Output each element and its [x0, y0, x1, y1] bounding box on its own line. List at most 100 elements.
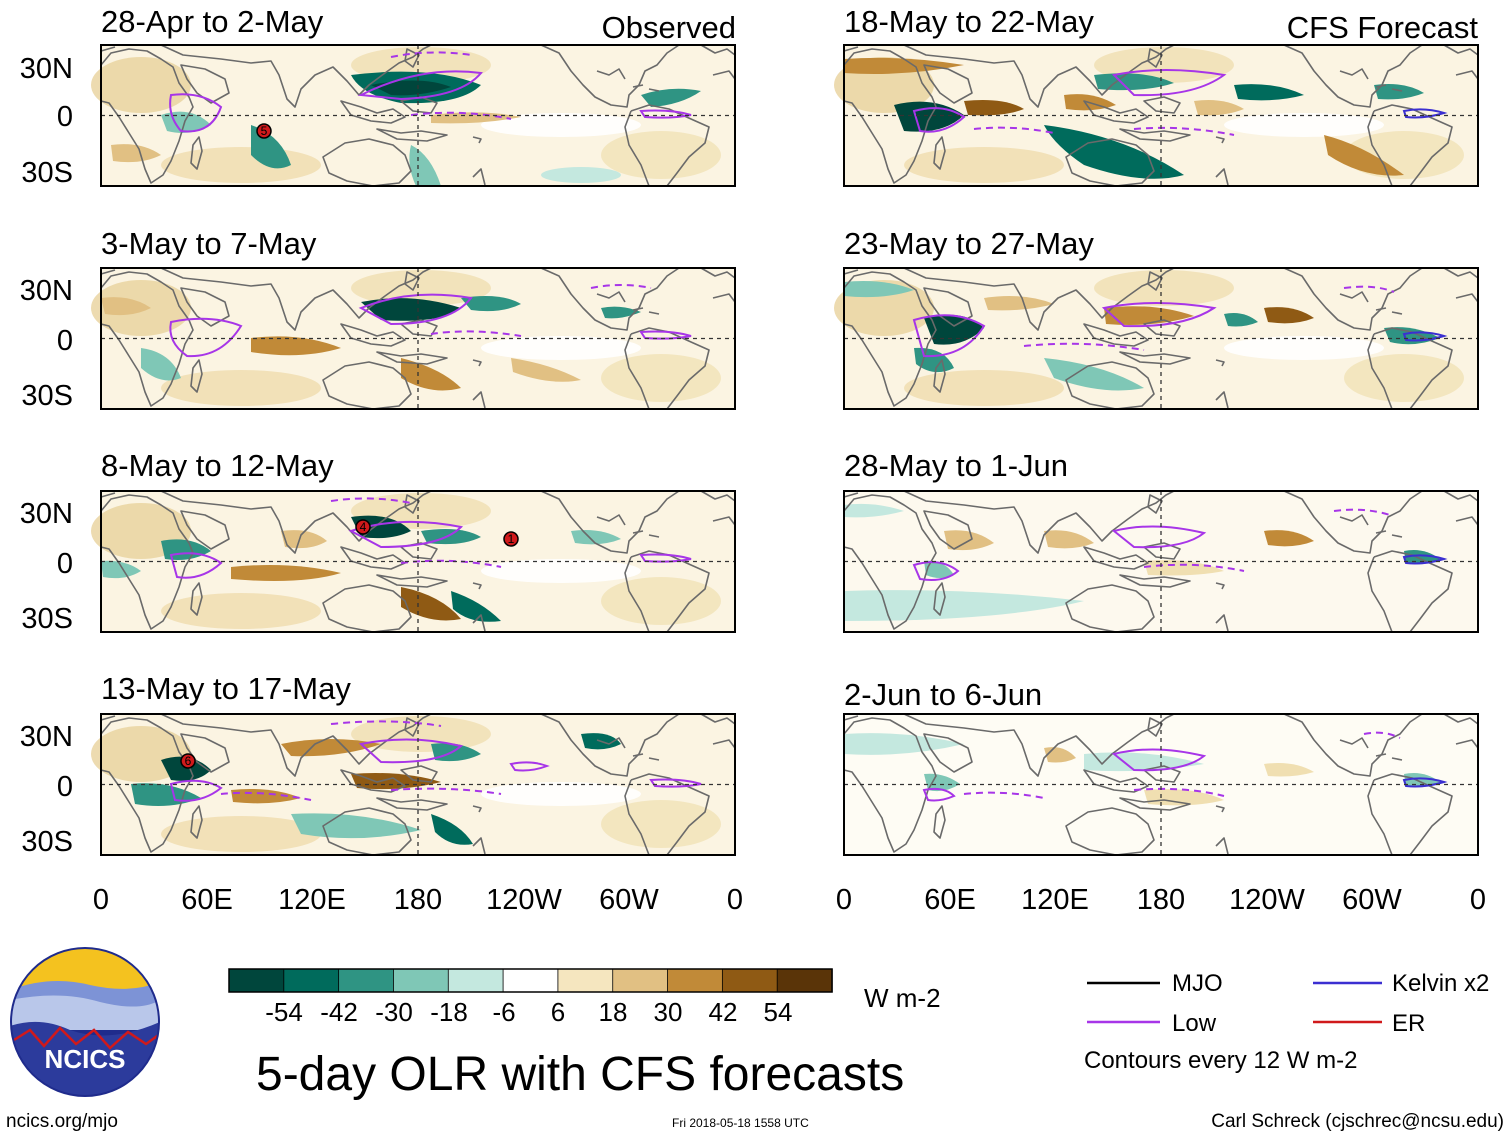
colorbar: -54 -42 -30 -18 -6 6 18 30 42 54 W m-2	[228, 968, 941, 1027]
colorbar-cell	[721, 968, 778, 993]
panel-7: 28-May to 1-Jun	[843, 448, 1479, 633]
panel-4: 13-May to 17-May 6	[20, 671, 736, 858]
panel-1-lat-axis: 30N 0 30S	[20, 53, 73, 189]
svg-text:120W: 120W	[1229, 884, 1305, 916]
svg-text:0: 0	[93, 884, 109, 916]
svg-text:120W: 120W	[486, 884, 562, 916]
panel-7-period: 28-May to 1-Jun	[844, 448, 1068, 483]
legend-mjo-label: MJO	[1172, 970, 1223, 997]
svg-text:4: 4	[360, 520, 367, 534]
panel-8: 2-Jun to 6-Jun	[843, 677, 1479, 856]
legend-low-label: Low	[1172, 1010, 1217, 1037]
svg-text:30S: 30S	[21, 603, 73, 635]
colorbar-cell	[557, 968, 614, 993]
footer-url: ncics.org/mjo	[6, 1111, 118, 1132]
svg-text:54: 54	[764, 997, 793, 1027]
svg-text:120E: 120E	[278, 884, 346, 916]
svg-text:6: 6	[185, 754, 192, 768]
svg-text:-54: -54	[265, 997, 303, 1027]
cfs-forecast-label: CFS Forecast	[1287, 10, 1479, 45]
colorbar-cell	[283, 968, 340, 993]
svg-text:60E: 60E	[924, 884, 976, 916]
svg-text:30N: 30N	[20, 275, 73, 307]
svg-text:42: 42	[709, 997, 738, 1027]
svg-text:120E: 120E	[1021, 884, 1089, 916]
panel-4-map: 6	[91, 713, 736, 856]
svg-text:6: 6	[551, 997, 565, 1027]
svg-text:30N: 30N	[20, 53, 73, 85]
panel-3-period: 8-May to 12-May	[101, 448, 334, 483]
panel-1-map: 5	[91, 44, 736, 187]
panel-5-map	[834, 44, 1479, 187]
svg-text:1: 1	[508, 532, 515, 546]
footer-timestamp: Fri 2018-05-18 1558 UTC	[672, 1116, 809, 1130]
panel-2: 3-May to 7-May 30N 0 30S	[20, 226, 736, 412]
footer-author: Carl Schreck (cjschrec@ncsu.edu)	[1211, 1111, 1504, 1132]
colorbar-cell	[502, 968, 559, 993]
svg-text:18: 18	[599, 997, 628, 1027]
svg-text:-18: -18	[430, 997, 468, 1027]
svg-text:0: 0	[1470, 884, 1486, 916]
panel-3-lat-axis: 30N 0 30S	[20, 498, 73, 635]
svg-text:0: 0	[57, 548, 73, 580]
panel-4-lat-axis: 30N 0 30S	[20, 721, 73, 858]
panel-5-period: 18-May to 22-May	[844, 4, 1094, 39]
colorbar-cell	[338, 968, 395, 993]
svg-text:-6: -6	[492, 997, 515, 1027]
storm-marker-4: 4	[355, 519, 371, 535]
storm-marker-6: 6	[180, 753, 196, 769]
svg-text:0: 0	[836, 884, 852, 916]
panel-6-period: 23-May to 27-May	[844, 226, 1094, 261]
svg-text:-42: -42	[320, 997, 358, 1027]
panel-7-map	[843, 490, 1479, 633]
colorbar-cell	[667, 968, 724, 993]
colorbar-cell	[776, 968, 833, 993]
svg-text:30S: 30S	[21, 380, 73, 412]
colorbar-cell	[393, 968, 449, 993]
svg-text:180: 180	[394, 884, 442, 916]
colorbar-cells	[228, 968, 833, 993]
ncics-logo-text: NCICS	[45, 1044, 126, 1074]
svg-text:0: 0	[57, 771, 73, 803]
colorbar-cell	[612, 968, 669, 993]
contour-legend: MJO Kelvin x2 Low ER Contours every 12 W…	[1084, 970, 1489, 1074]
ncics-logo: NCICS	[10, 947, 160, 1097]
svg-text:60W: 60W	[599, 884, 659, 916]
svg-text:-30: -30	[375, 997, 413, 1027]
colorbar-units: W m-2	[864, 983, 941, 1013]
svg-text:180: 180	[1137, 884, 1185, 916]
panel-6-map	[834, 267, 1479, 410]
legend-kelvin-label: Kelvin x2	[1392, 970, 1489, 997]
colorbar-cell	[447, 968, 504, 993]
panel-4-period: 13-May to 17-May	[101, 671, 351, 706]
legend-contour-note: Contours every 12 W m-2	[1084, 1047, 1357, 1074]
svg-text:0: 0	[727, 884, 743, 916]
observed-label: Observed	[602, 10, 736, 45]
storm-marker-1: 1	[503, 531, 519, 547]
svg-text:0: 0	[57, 325, 73, 357]
panel-2-map	[91, 267, 736, 410]
legend-er-label: ER	[1392, 1010, 1425, 1037]
colorbar-cell	[228, 968, 285, 993]
panel-6: 23-May to 27-May	[834, 226, 1479, 410]
svg-text:30N: 30N	[20, 498, 73, 530]
panel-3: 8-May to 12-May 4	[20, 448, 736, 635]
svg-text:5: 5	[261, 124, 268, 138]
panel-5: 18-May to 22-May CFS Forecast	[834, 4, 1479, 187]
svg-text:60W: 60W	[1342, 884, 1402, 916]
storm-marker-5: 5	[256, 123, 272, 139]
panel-8-period: 2-Jun to 6-Jun	[844, 677, 1042, 712]
panel-1-period: 28-Apr to 2-May	[101, 4, 324, 39]
svg-text:0: 0	[57, 101, 73, 133]
svg-text:30: 30	[654, 997, 683, 1027]
svg-text:30S: 30S	[21, 826, 73, 858]
panel-8-map	[843, 713, 1479, 856]
colorbar-tick-labels: -54 -42 -30 -18 -6 6 18 30 42 54	[265, 997, 792, 1027]
figure-title: 5-day OLR with CFS forecasts	[256, 1048, 904, 1101]
panel-1: 28-Apr to 2-May Observed 5	[20, 4, 736, 189]
svg-text:60E: 60E	[181, 884, 233, 916]
lon-axis-left: 0 60E 120E 180 120W 60W 0	[93, 884, 743, 916]
svg-text:30S: 30S	[21, 157, 73, 189]
panel-2-lat-axis: 30N 0 30S	[20, 275, 73, 412]
